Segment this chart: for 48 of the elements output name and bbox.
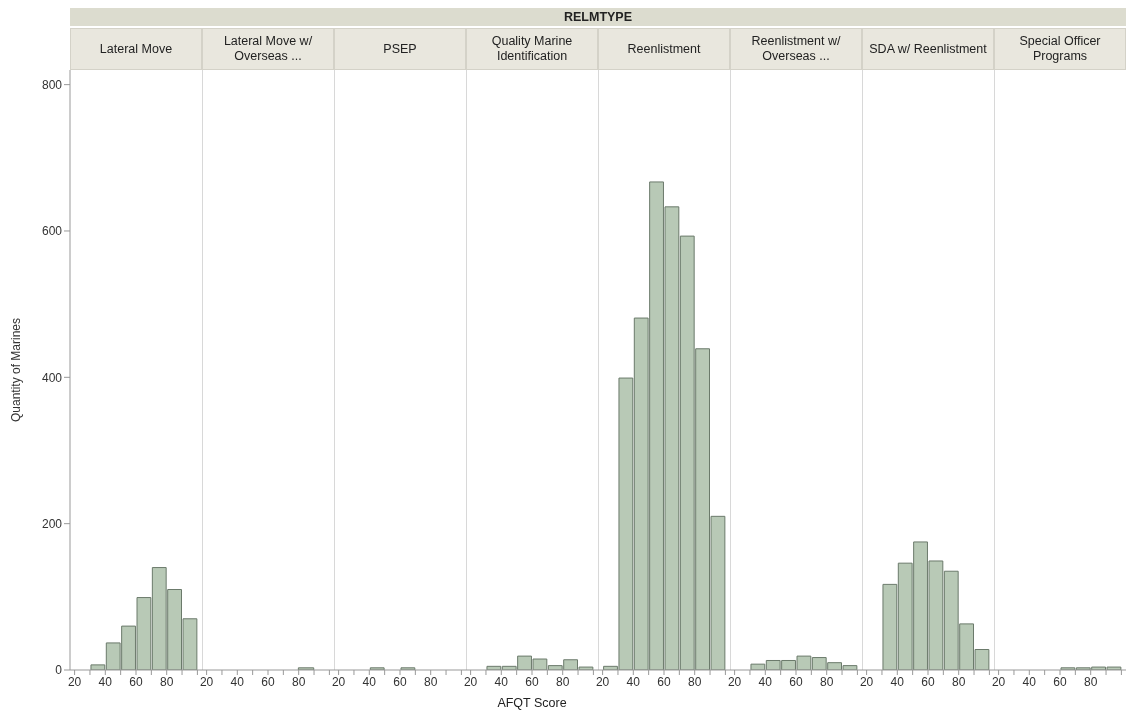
x-tick-label: 20 xyxy=(595,674,610,689)
x-tick-label: 40 xyxy=(890,674,905,689)
chart-title: Special Officer Programs xyxy=(994,28,1126,70)
x-tick-label: 60 xyxy=(261,674,275,689)
x-tick-label: 60 xyxy=(129,674,143,689)
chart-title: Lateral Move w/ Overseas ... xyxy=(202,28,334,70)
x-tick-label: 40 xyxy=(494,674,509,689)
x-tick-label: 20 xyxy=(67,674,82,689)
y-tick-label: 600 xyxy=(41,224,63,239)
x-tick-label: 40 xyxy=(98,674,113,689)
x-tick-label: 80 xyxy=(424,674,438,689)
y-tick-label: 400 xyxy=(41,370,63,385)
x-tick-label: 20 xyxy=(463,674,478,689)
text: RELMTYPE xyxy=(70,8,1126,26)
x-tick-label: 60 xyxy=(525,674,539,689)
x-tick-label: 60 xyxy=(789,674,803,689)
x-tick-label: 60 xyxy=(921,674,935,689)
x-tick-label: 40 xyxy=(362,674,377,689)
x-tick-label: 40 xyxy=(758,674,773,689)
chart-title: Reenlistment xyxy=(598,28,730,70)
x-tick-label: 80 xyxy=(292,674,306,689)
x-tick-label: 80 xyxy=(1084,674,1098,689)
x-tick-label: 60 xyxy=(657,674,671,689)
chart-title: Reenlistment w/ Overseas ... xyxy=(730,28,862,70)
x-tick-label: 60 xyxy=(1053,674,1067,689)
chart-title: Lateral Move xyxy=(70,28,202,70)
x-tick-label: 60 xyxy=(393,674,407,689)
x-tick-label: 80 xyxy=(952,674,966,689)
x-tick-label: 20 xyxy=(991,674,1006,689)
x-axis-title: AFQT Score xyxy=(496,696,568,710)
x-tick-label: 80 xyxy=(820,674,834,689)
x-tick-label: 20 xyxy=(727,674,742,689)
chart-title: PSEP xyxy=(334,28,466,70)
y-axis-title: Quantity of Marines xyxy=(9,317,24,423)
x-tick-label: 80 xyxy=(556,674,570,689)
chart-title: SDA w/ Reenlistment xyxy=(862,28,994,70)
chart-title: Quality Marine Identification xyxy=(466,28,598,70)
y-tick-label: 0 xyxy=(55,663,63,678)
x-tick-label: 80 xyxy=(160,674,174,689)
x-tick-label: 40 xyxy=(230,674,245,689)
x-tick-label: 20 xyxy=(199,674,214,689)
x-tick-label: 40 xyxy=(626,674,641,689)
x-tick-label: 80 xyxy=(688,674,702,689)
y-tick-label: 800 xyxy=(41,77,63,92)
x-tick-label: 20 xyxy=(331,674,346,689)
x-tick-label: 20 xyxy=(859,674,874,689)
y-tick-label: 200 xyxy=(41,516,63,531)
x-tick-label: 40 xyxy=(1022,674,1037,689)
